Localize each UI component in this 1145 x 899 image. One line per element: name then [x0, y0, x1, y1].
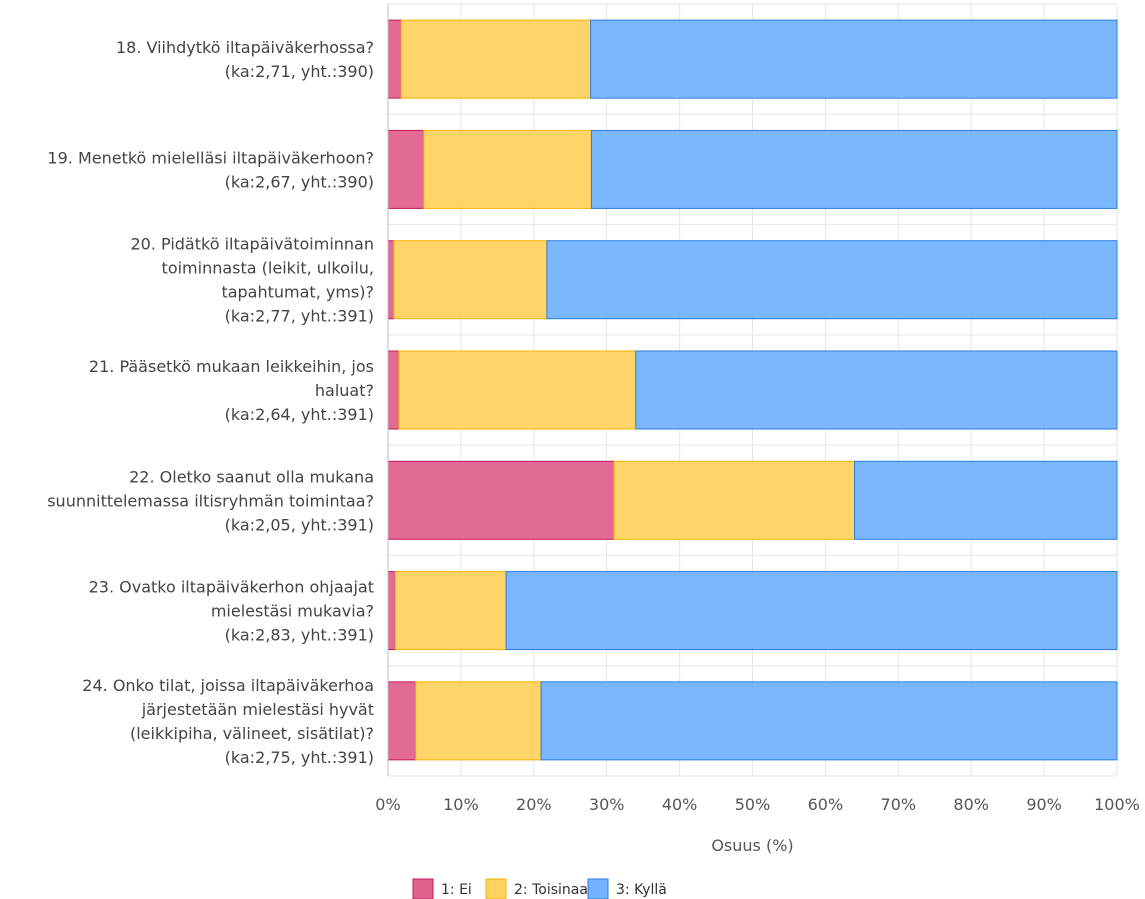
category-label-line: mielestäsi mukavia?	[211, 602, 374, 621]
legend-swatch	[485, 878, 507, 899]
bar-segment	[540, 681, 1118, 761]
bar-segment	[387, 571, 396, 651]
category-label-line: (ka:2,64, yht.:391)	[225, 405, 374, 424]
category-label-line: (ka:2,05, yht.:391)	[225, 515, 374, 534]
bar-segment	[400, 19, 592, 99]
category-label-line: 23. Ovatko iltapäiväkerhon ohjaajat	[89, 578, 374, 597]
category-label-line: järjestetään mielestäsi hyvät	[141, 700, 374, 719]
category-label-line: suunnittelemassa iltisryhmän toimintaa?	[47, 491, 374, 510]
bar-segment	[546, 240, 1118, 320]
bar-segment	[854, 460, 1118, 540]
x-tick-label: 20%	[516, 795, 552, 814]
category-labels: 18. Viihdytkö iltapäiväkerhossa? (ka:2,71…	[47, 38, 374, 767]
category-label-line: haluat?	[315, 381, 374, 400]
x-tick-label: 80%	[953, 795, 989, 814]
x-tick-label: 70%	[881, 795, 917, 814]
bar-segment	[387, 129, 425, 209]
axes: 0% 10% 20% 30% 40% 50% 60% 70% 80% 90% 100% Osuus (…	[375, 4, 1140, 855]
category-label: 24. Onko tilat, joissa iltapäiväkerhoa jä…	[82, 676, 374, 767]
category-label-line: (ka:2,83, yht.:391)	[225, 626, 374, 645]
category-label-line: toiminnasta (leikit, ulkoilu,	[162, 259, 374, 278]
bar-segment	[505, 571, 1118, 651]
legend-swatch	[587, 878, 609, 899]
category-label: 20. Pidätkö iltapäivätoiminnan toiminnast…	[131, 235, 375, 326]
category-label: 22. Oletko saanut olla mukana suunnittele…	[47, 467, 374, 534]
bar-segment	[635, 350, 1118, 430]
x-tick-label: 60%	[808, 795, 844, 814]
x-tick-label: 90%	[1026, 795, 1062, 814]
bar-segment	[590, 19, 1118, 99]
bar-segment	[415, 681, 542, 761]
bar-segment	[613, 460, 856, 540]
category-label-line: 22. Oletko saanut olla mukana	[129, 467, 374, 486]
category-label-line: 18. Viihdytkö iltapäiväkerhossa?	[116, 38, 374, 57]
x-tick-label: 10%	[443, 795, 479, 814]
category-label-line: 19. Menetkö mielelläsi iltapäiväkerhoon?	[47, 148, 374, 167]
bar-segment	[387, 19, 402, 99]
x-axis-title: Osuus (%)	[711, 836, 793, 855]
category-label-line: 24. Onko tilat, joissa iltapäiväkerhoa	[82, 676, 374, 695]
bar-segment	[387, 681, 417, 761]
bar-segment	[387, 350, 400, 430]
category-label-line: (ka:2,77, yht.:391)	[225, 307, 374, 326]
bars	[387, 19, 1118, 761]
legend-label: 3: Kyllä	[616, 882, 667, 898]
legend: 1: Ei 2: Toisinaan 3: Kyllä	[412, 878, 667, 899]
bar-segment	[590, 129, 1118, 209]
legend-label: 2: Toisinaan	[514, 882, 597, 898]
category-label-line: (ka:2,71, yht.:390)	[225, 62, 374, 81]
bar-segment	[393, 240, 548, 320]
bar-segment	[387, 240, 395, 320]
category-label-line: (ka:2,75, yht.:391)	[225, 748, 374, 767]
x-tick-label: 100%	[1094, 795, 1140, 814]
x-tick-label: 30%	[589, 795, 625, 814]
bar-segment	[387, 460, 615, 540]
category-label-line: (ka:2,67, yht.:390)	[225, 172, 374, 191]
x-tick-label: 0%	[375, 795, 400, 814]
bar-segment	[394, 571, 507, 651]
category-label-line: tapahtumat, yms)?	[221, 283, 374, 302]
legend-swatch	[412, 878, 434, 899]
category-label: 19. Menetkö mielelläsi iltapäiväkerhoon?…	[47, 148, 374, 191]
bar-segment	[398, 350, 637, 430]
category-label-line: (leikkipiha, välineet, sisätilat)?	[130, 724, 374, 743]
bar-segment	[423, 129, 592, 209]
x-tick-label: 50%	[735, 795, 771, 814]
category-label: 23. Ovatko iltapäiväkerhon ohjaajat miele…	[89, 578, 374, 645]
x-tick-label: 40%	[662, 795, 698, 814]
category-label: 21. Pääsetkö mukaan leikkeihin, jos halua…	[89, 357, 374, 424]
legend-label: 1: Ei	[441, 882, 472, 898]
category-label: 18. Viihdytkö iltapäiväkerhossa? (ka:2,71…	[116, 38, 374, 81]
category-label-line: 21. Pääsetkö mukaan leikkeihin, jos	[89, 357, 374, 376]
category-label-line: 20. Pidätkö iltapäivätoiminnan	[131, 235, 375, 254]
